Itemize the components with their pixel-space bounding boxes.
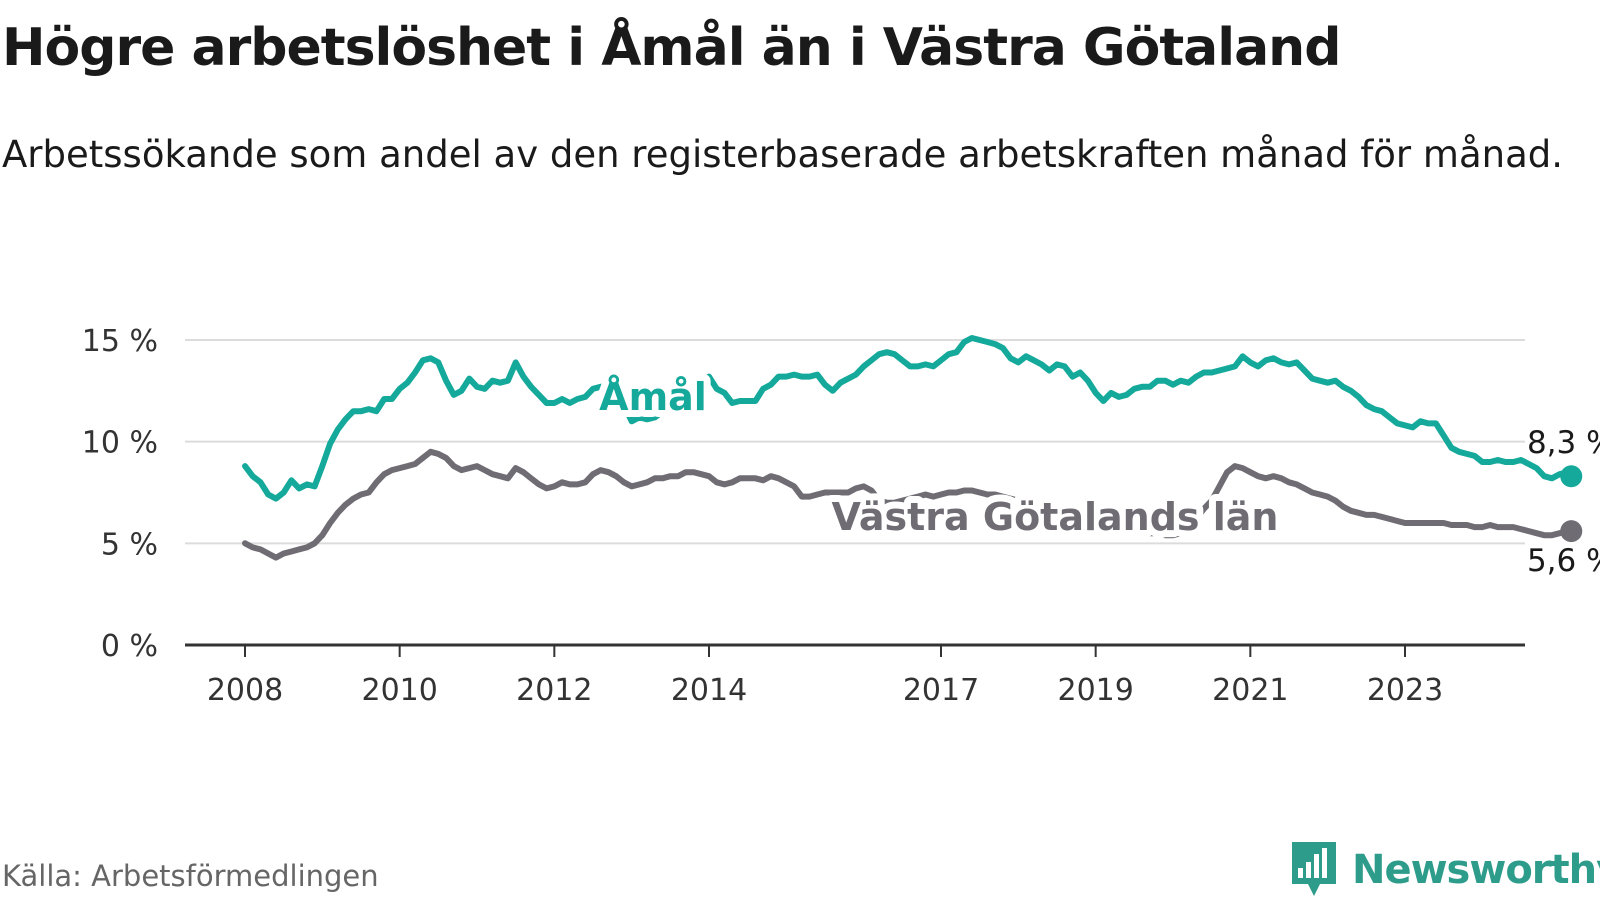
source-note: Källa: Arbetsförmedlingen: [2, 859, 379, 893]
end-value-amal: 8,3 %: [1527, 425, 1600, 461]
x-tick-label: 2014: [671, 673, 747, 708]
chart-title: Högre arbetslöshet i Åmål än i Västra Gö…: [2, 18, 1341, 78]
series-label-vastra-gotaland: Västra Götalands län: [832, 495, 1279, 539]
amal-line: [242, 335, 1575, 502]
x-tick-label: 2021: [1212, 673, 1288, 708]
series-lines: [242, 335, 1583, 561]
brand-name: Newsworthy: [1352, 847, 1600, 893]
chart-subtitle: Arbetssökande som andel av den registerb…: [2, 133, 1563, 176]
y-tick-label: 0 %: [101, 629, 158, 664]
newsworthy-logo: Newsworthy: [1290, 840, 1600, 900]
amal-end-marker: [1560, 465, 1583, 488]
y-tick-label: 10 %: [82, 426, 158, 461]
x-tick-label: 2023: [1367, 673, 1443, 708]
y-tick-label: 5 %: [101, 527, 158, 562]
x-tick-label: 2010: [361, 673, 437, 708]
x-tick-label: 2019: [1057, 673, 1133, 708]
series-label-amal: Åmål: [599, 375, 707, 419]
axes: 0 % 5 % 10 % 15 % 2008 2010 2012 2014 2017 2019 20…: [82, 324, 1525, 708]
x-tick-label: 2012: [516, 673, 592, 708]
vastra-gotaland-line: [242, 448, 1575, 561]
vastra-gotaland-end-marker: [1560, 520, 1583, 543]
gridlines: [185, 339, 1525, 545]
y-tick-label: 15 %: [82, 324, 158, 359]
end-value-vastra-gotaland: 5,6 %: [1527, 543, 1600, 579]
bar-chart-speech-bubble-icon: [1292, 842, 1336, 896]
series-labels: Åmål Västra Götalands län 8,3 % 5,6 %: [592, 368, 1600, 579]
x-tick-label: 2017: [903, 673, 979, 708]
x-tick-label: 2008: [207, 673, 283, 708]
